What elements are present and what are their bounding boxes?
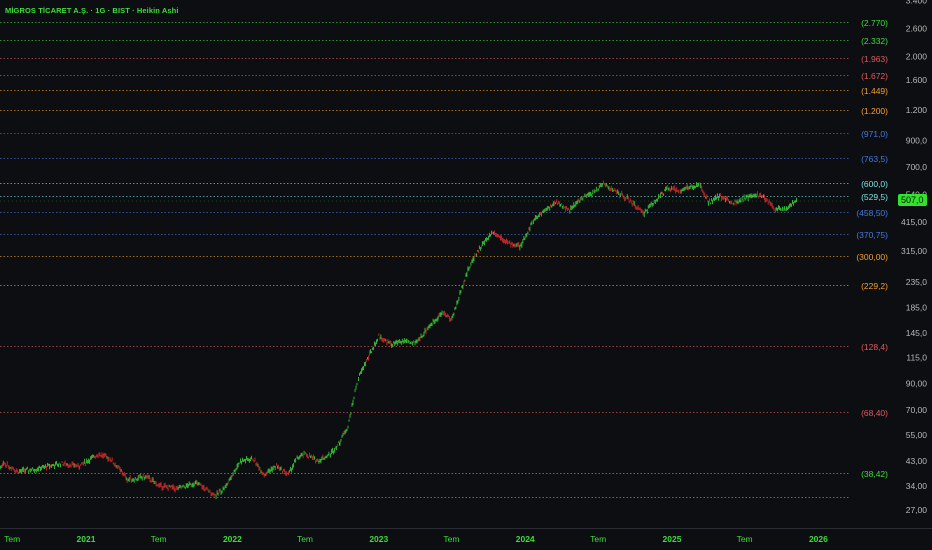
- y-tick-label: 235,0: [906, 277, 928, 287]
- level-label: (1.449): [861, 86, 888, 96]
- y-tick-label: 115,0: [906, 352, 927, 362]
- x-tick-label: Tem: [737, 534, 753, 544]
- x-tick-label: Tem: [590, 534, 606, 544]
- y-tick-label: 415,00: [901, 217, 927, 227]
- level-label: (68,40): [861, 408, 888, 418]
- x-tick-label: 2026: [809, 534, 828, 544]
- chart-title: MİGROS TİCARET A.Ş. · 1G · BIST · Heikin…: [5, 6, 179, 15]
- level-label: (2.332): [861, 36, 888, 46]
- y-tick-label: 900,0: [906, 136, 928, 146]
- y-tick-label: 1.200: [906, 105, 928, 115]
- level-label: (1.672): [861, 71, 888, 81]
- level-label: (1.200): [861, 106, 888, 116]
- x-tick-label: Tem: [443, 534, 459, 544]
- x-tick-label: Tem: [297, 534, 313, 544]
- level-label: (300,00): [856, 252, 888, 262]
- y-tick-label: 315,00: [901, 246, 927, 256]
- level-label: (229,2): [861, 281, 888, 291]
- x-tick-label: 2023: [369, 534, 388, 544]
- x-tick-label: 2025: [663, 534, 682, 544]
- y-tick-label: 2.600: [906, 24, 928, 34]
- candles: [0, 180, 798, 500]
- y-tick-label: 3.400: [906, 0, 928, 5]
- y-tick-label: 2.000: [906, 51, 928, 61]
- level-label: (2.770): [861, 18, 888, 28]
- y-tick-label: 70,00: [906, 405, 928, 415]
- level-label: (763,5): [861, 154, 888, 164]
- current-price-badge: 507,0: [898, 194, 927, 207]
- y-tick-label: 55,00: [906, 430, 928, 440]
- level-label: (529,5): [861, 192, 888, 202]
- y-tick-label: 1.600: [906, 75, 928, 85]
- x-tick-label: Tem: [151, 534, 167, 544]
- level-label: (128,4): [861, 342, 888, 352]
- y-tick-label: 43,00: [906, 456, 928, 466]
- level-label: (370,75): [856, 230, 888, 240]
- y-tick-label: 34,00: [906, 481, 928, 491]
- level-label: (600,0): [861, 179, 888, 189]
- y-tick-label: 145,0: [906, 328, 928, 338]
- level-label: (971,0): [861, 129, 888, 139]
- y-tick-label: 700,0: [906, 162, 928, 172]
- level-label: (1.963): [861, 54, 888, 64]
- x-tick-label: Tem: [4, 534, 20, 544]
- y-tick-label: 185,0: [906, 302, 928, 312]
- x-tick-label: 2021: [77, 534, 96, 544]
- y-tick-label: 90,00: [906, 378, 928, 388]
- y-tick-label: 27,00: [906, 505, 928, 515]
- x-tick-label: 2022: [223, 534, 242, 544]
- level-label: (38,42): [861, 469, 888, 479]
- level-label: (458,50): [856, 208, 888, 218]
- x-tick-label: 2024: [516, 534, 535, 544]
